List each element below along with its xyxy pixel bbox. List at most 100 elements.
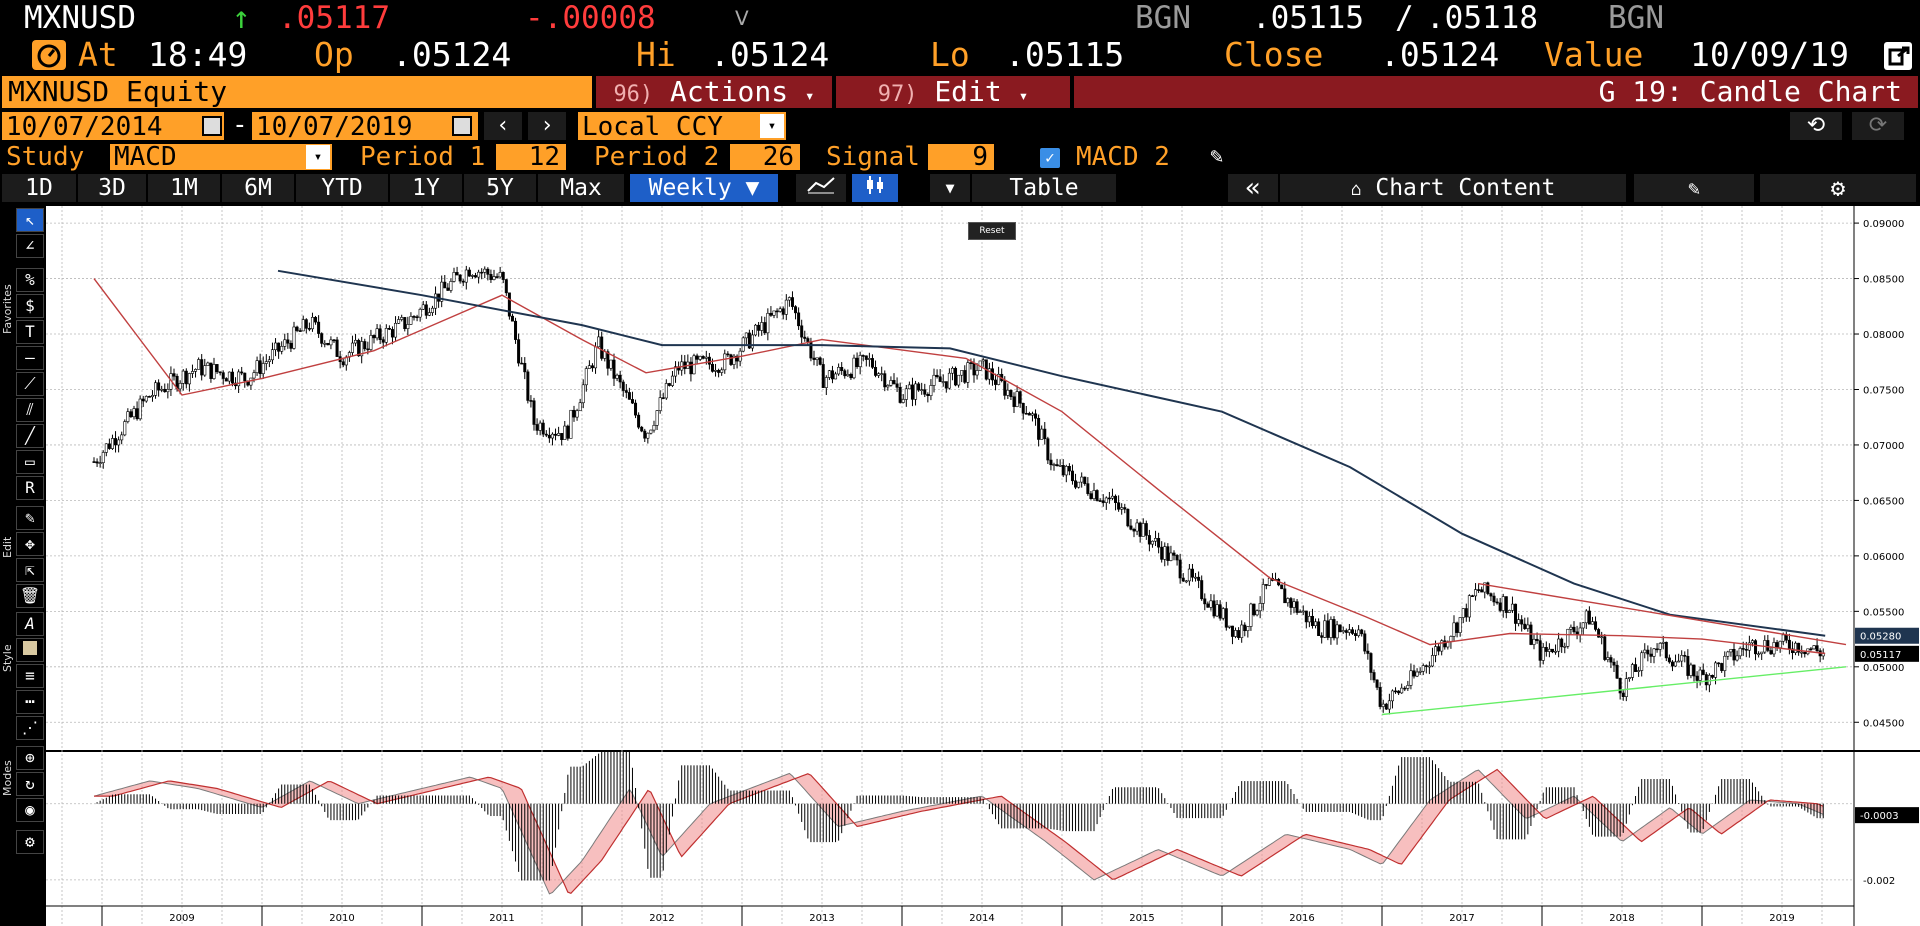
- candle-body: [421, 304, 425, 310]
- move-icon[interactable]: ✥: [16, 532, 44, 556]
- collapse-icon[interactable]: «: [1228, 174, 1278, 202]
- macd2-checkbox[interactable]: ✓: [1040, 148, 1060, 168]
- percent-tool-icon[interactable]: %: [16, 268, 44, 292]
- candle-body: [458, 274, 462, 282]
- macd-panel-background: [46, 752, 1920, 926]
- candle-body: [886, 385, 890, 388]
- candle-body: [1372, 672, 1376, 681]
- frequency-select[interactable]: Weekly ▼: [630, 174, 778, 202]
- color-mode-icon[interactable]: ◉: [16, 798, 44, 822]
- line-chart-icon[interactable]: [796, 174, 846, 202]
- crosshair-mode-icon[interactable]: ⊕: [16, 746, 44, 770]
- prev-period-button[interactable]: ‹: [484, 112, 522, 140]
- period1-field[interactable]: 12: [496, 144, 566, 170]
- candle-body: [1477, 589, 1481, 591]
- y-tick-label: 0.08500: [1863, 275, 1904, 286]
- candle-body: [1464, 608, 1468, 618]
- candle-body: [1335, 624, 1339, 639]
- candle-body: [907, 384, 911, 390]
- trendline-icon[interactable]: ∠: [16, 234, 44, 258]
- support-trendline: [1381, 666, 1847, 716]
- chart-type-dropdown[interactable]: ▾: [930, 174, 970, 202]
- candle-body: [720, 369, 724, 373]
- pencil-icon[interactable]: ✎: [1210, 144, 1224, 169]
- candle-body: [1729, 649, 1733, 653]
- y-tick-label: 0.07500: [1863, 385, 1904, 396]
- chart-content-button[interactable]: ⌂ Chart Content: [1280, 174, 1626, 202]
- period-6m-button[interactable]: 6M: [222, 174, 294, 202]
- period-3d-button[interactable]: 3D: [78, 174, 146, 202]
- horizontal-line-icon[interactable]: —: [16, 346, 44, 370]
- signal-field[interactable]: 9: [928, 144, 994, 170]
- period-ytd-button[interactable]: YTD: [296, 174, 388, 202]
- period-5y-button[interactable]: 5Y: [464, 174, 536, 202]
- candle-body: [440, 281, 444, 302]
- dollar-tool-icon[interactable]: $: [16, 294, 44, 318]
- candle-body: [597, 336, 601, 348]
- chevron-down-icon[interactable]: ▾: [306, 145, 330, 169]
- line-weight-icon[interactable]: ≡: [16, 664, 44, 688]
- y-tick-label: 0.05500: [1863, 607, 1904, 618]
- ruler-icon[interactable]: ▭: [16, 450, 44, 474]
- currency-select[interactable]: Local CCY: [578, 112, 786, 142]
- candle-body: [889, 380, 893, 386]
- period-1y-button[interactable]: 1Y: [390, 174, 462, 202]
- chevron-down-icon[interactable]: ▾: [760, 114, 784, 138]
- settings-icon[interactable]: ⚙: [16, 830, 44, 854]
- candle-body: [141, 398, 145, 402]
- start-date-field[interactable]: 10/07/2014: [2, 112, 224, 142]
- candle-body: [874, 367, 878, 376]
- candle-body: [1375, 679, 1379, 688]
- dotted-style-icon[interactable]: ⋰: [16, 716, 44, 740]
- candle-body: [1055, 464, 1059, 467]
- trash-icon[interactable]: 🗑: [16, 584, 44, 608]
- period-max-button[interactable]: Max: [538, 174, 624, 202]
- end-date-field[interactable]: 10/07/2019: [252, 112, 478, 142]
- candle-body: [1052, 464, 1056, 466]
- edit-menu[interactable]: 97) Edit ▾: [836, 76, 1070, 108]
- candle-chart[interactable]: 2009 2010 2011 2012 2013 2014 2015 2016 2017 2018…: [46, 206, 1920, 926]
- quote-bar: MXNUSD ↑ .05117 -.00008 ᐯ BGN .05115 / .…: [0, 0, 1920, 36]
- table-button[interactable]: Table: [972, 174, 1116, 202]
- candle-body: [1606, 657, 1610, 660]
- fill-color-icon[interactable]: [16, 638, 44, 662]
- candle-body: [1215, 604, 1219, 617]
- x-year-label: 2017: [1449, 913, 1474, 924]
- candle-body: [206, 362, 210, 366]
- candle-body: [147, 396, 151, 398]
- period-1d-button[interactable]: 1D: [2, 174, 76, 202]
- pointer-icon[interactable]: ↖: [16, 208, 44, 232]
- candle-body: [230, 371, 234, 384]
- undo-button[interactable]: ⟲: [1790, 112, 1842, 140]
- ray-icon[interactable]: ⟋: [16, 372, 44, 396]
- pen-icon[interactable]: ✎: [16, 506, 44, 530]
- select-icon[interactable]: ⇱: [16, 558, 44, 582]
- export-icon[interactable]: [1884, 42, 1912, 70]
- study-select[interactable]: MACD: [110, 144, 332, 170]
- refresh-mode-icon[interactable]: ↻: [16, 772, 44, 796]
- period2-field[interactable]: 26: [730, 144, 800, 170]
- period-1m-button[interactable]: 1M: [148, 174, 220, 202]
- calendar-icon[interactable]: [202, 116, 222, 136]
- candle-body: [243, 372, 247, 382]
- calendar-icon[interactable]: [452, 116, 472, 136]
- clock-icon[interactable]: [32, 40, 66, 70]
- candle-body: [280, 346, 284, 352]
- extended-line-icon[interactable]: ╱: [16, 424, 44, 448]
- gear-icon[interactable]: ⚙: [1760, 174, 1916, 202]
- retracement-icon[interactable]: R: [16, 476, 44, 500]
- security-field[interactable]: MXNUSD Equity: [2, 76, 592, 108]
- candle-body: [615, 374, 619, 379]
- x-year-label: 2011: [489, 913, 514, 924]
- redo-button[interactable]: ⟳: [1852, 112, 1904, 140]
- channel-icon[interactable]: ⫽: [16, 398, 44, 422]
- next-period-button[interactable]: ›: [528, 112, 566, 140]
- reset-zoom-button[interactable]: Reset: [968, 222, 1016, 240]
- actions-menu[interactable]: 96) Actions ▾: [596, 76, 832, 108]
- line-style-icon[interactable]: ┅: [16, 690, 44, 714]
- text-tool-icon[interactable]: T: [16, 320, 44, 344]
- candle-chart-icon[interactable]: [852, 174, 898, 202]
- candle-body: [200, 359, 204, 376]
- annotate-icon[interactable]: ✎: [1634, 174, 1754, 202]
- font-icon[interactable]: A: [16, 612, 44, 636]
